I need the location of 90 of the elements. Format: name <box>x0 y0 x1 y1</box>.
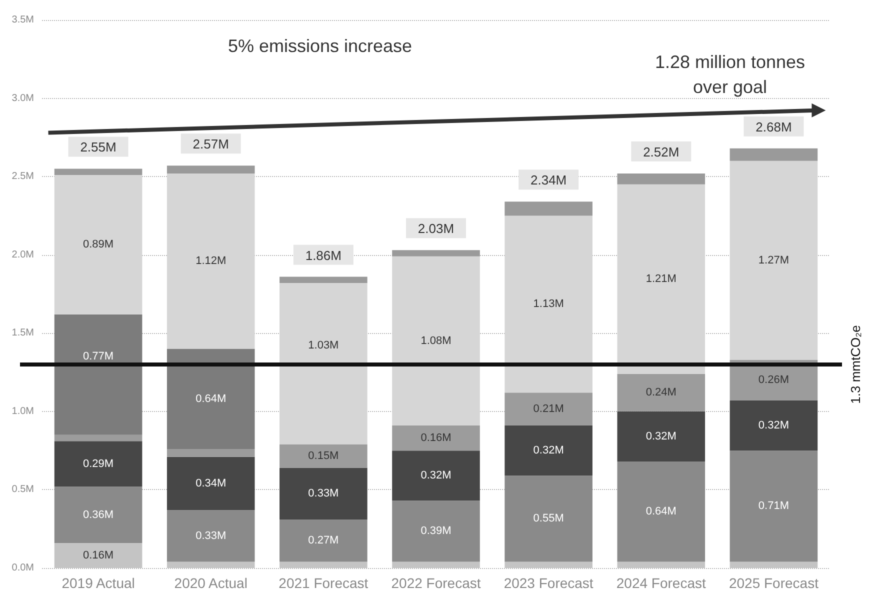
total-label: 2.03M <box>418 221 454 236</box>
x-tick-label: 2023 Forecast <box>504 575 594 591</box>
data-label: 1.08M <box>420 334 452 347</box>
data-label: 1.27M <box>758 254 790 266</box>
data-label: 0.26M <box>758 374 790 386</box>
bar <box>730 400 818 451</box>
bar <box>166 510 255 562</box>
bar <box>617 184 706 374</box>
total-label: 2.52M <box>643 144 680 160</box>
bar <box>504 392 592 426</box>
x-tick-label: 2020 Actual <box>174 575 248 591</box>
y-tick-label: 1.5M <box>12 328 34 339</box>
bar <box>392 450 480 501</box>
data-label: 0.33M <box>196 530 226 542</box>
bar <box>280 519 368 562</box>
ref-line-label: 1.3 mmtCO₂e <box>848 325 863 404</box>
total-label: 2.55M <box>80 140 116 155</box>
bar <box>617 374 706 412</box>
data-label: 0.27M <box>308 534 339 547</box>
bar <box>730 160 818 360</box>
bar <box>54 434 142 442</box>
data-label: 1.12M <box>196 255 226 268</box>
bar <box>166 449 255 457</box>
total-label: 2.57M <box>192 136 229 152</box>
bar <box>166 348 255 450</box>
bar <box>392 250 480 256</box>
bar <box>54 175 142 314</box>
bar <box>54 486 142 543</box>
x-tick-label: 2025 Forecast <box>728 575 819 591</box>
bar <box>392 256 480 426</box>
bar <box>392 500 480 562</box>
annotation: 5% emissions increase <box>228 36 412 56</box>
data-label: 0.39M <box>420 525 452 538</box>
annotation: 1.28 million tonnes over goal <box>654 52 806 97</box>
bar <box>54 314 142 435</box>
data-label: 0.64M <box>196 392 226 405</box>
data-label: 0.32M <box>420 470 452 482</box>
data-label: 0.32M <box>758 420 790 432</box>
data-label: 1.21M <box>646 273 676 286</box>
y-tick-label: 3.0M <box>12 92 34 104</box>
x-tick-label: 2022 Forecast <box>391 575 481 591</box>
x-tick-label: 2019 Actual <box>62 575 135 591</box>
y-tick-label: 3.5M <box>12 14 34 26</box>
data-label: 0.32M <box>646 430 676 442</box>
bar <box>617 411 706 462</box>
data-label: 0.71M <box>758 500 790 512</box>
bar <box>504 426 592 476</box>
data-label: 0.89M <box>82 238 114 251</box>
y-tick-label: 2.5M <box>12 171 34 182</box>
bar <box>166 173 255 349</box>
y-tick-label: 0.5M <box>12 484 34 496</box>
data-label: 1.03M <box>308 340 339 352</box>
x-tick-label: 2021 Forecast <box>278 575 368 591</box>
data-label: 0.32M <box>533 444 564 457</box>
bar <box>280 468 368 520</box>
bar <box>617 462 706 562</box>
bar <box>166 456 255 510</box>
bar <box>54 441 142 487</box>
data-label: 0.16M <box>420 432 452 444</box>
total-label: 2.68M <box>756 119 792 134</box>
bar <box>54 168 142 176</box>
bar <box>504 216 592 393</box>
bar <box>730 148 818 161</box>
data-label: 0.36M <box>82 508 114 521</box>
bar <box>280 276 368 284</box>
data-label: 0.34M <box>196 477 226 490</box>
data-label: 1.13M <box>533 298 564 310</box>
bar <box>166 166 255 174</box>
bar <box>617 173 706 184</box>
x-tick-label: 2024 Forecast <box>616 575 706 591</box>
data-label: 0.29M <box>82 458 114 470</box>
bar <box>730 450 818 562</box>
data-label: 0.16M <box>82 549 114 562</box>
data-label: 0.64M <box>646 506 676 518</box>
data-label: 0.77M <box>82 350 114 363</box>
total-label: 1.86M <box>305 248 342 263</box>
y-tick-label: 0.0M <box>12 562 34 574</box>
data-label: 0.24M <box>646 386 676 399</box>
data-label: 0.21M <box>533 403 564 416</box>
bar <box>504 202 592 216</box>
y-tick-label: 2.0M <box>12 249 34 260</box>
bar <box>280 444 368 468</box>
data-label: 0.15M <box>308 450 339 462</box>
bar <box>280 283 368 444</box>
bar <box>504 476 592 562</box>
data-label: 0.33M <box>308 488 339 500</box>
bar <box>392 426 480 451</box>
data-label: 0.55M <box>533 512 564 525</box>
total-label: 2.34M <box>530 172 567 188</box>
y-tick-label: 1.0M <box>12 406 34 417</box>
